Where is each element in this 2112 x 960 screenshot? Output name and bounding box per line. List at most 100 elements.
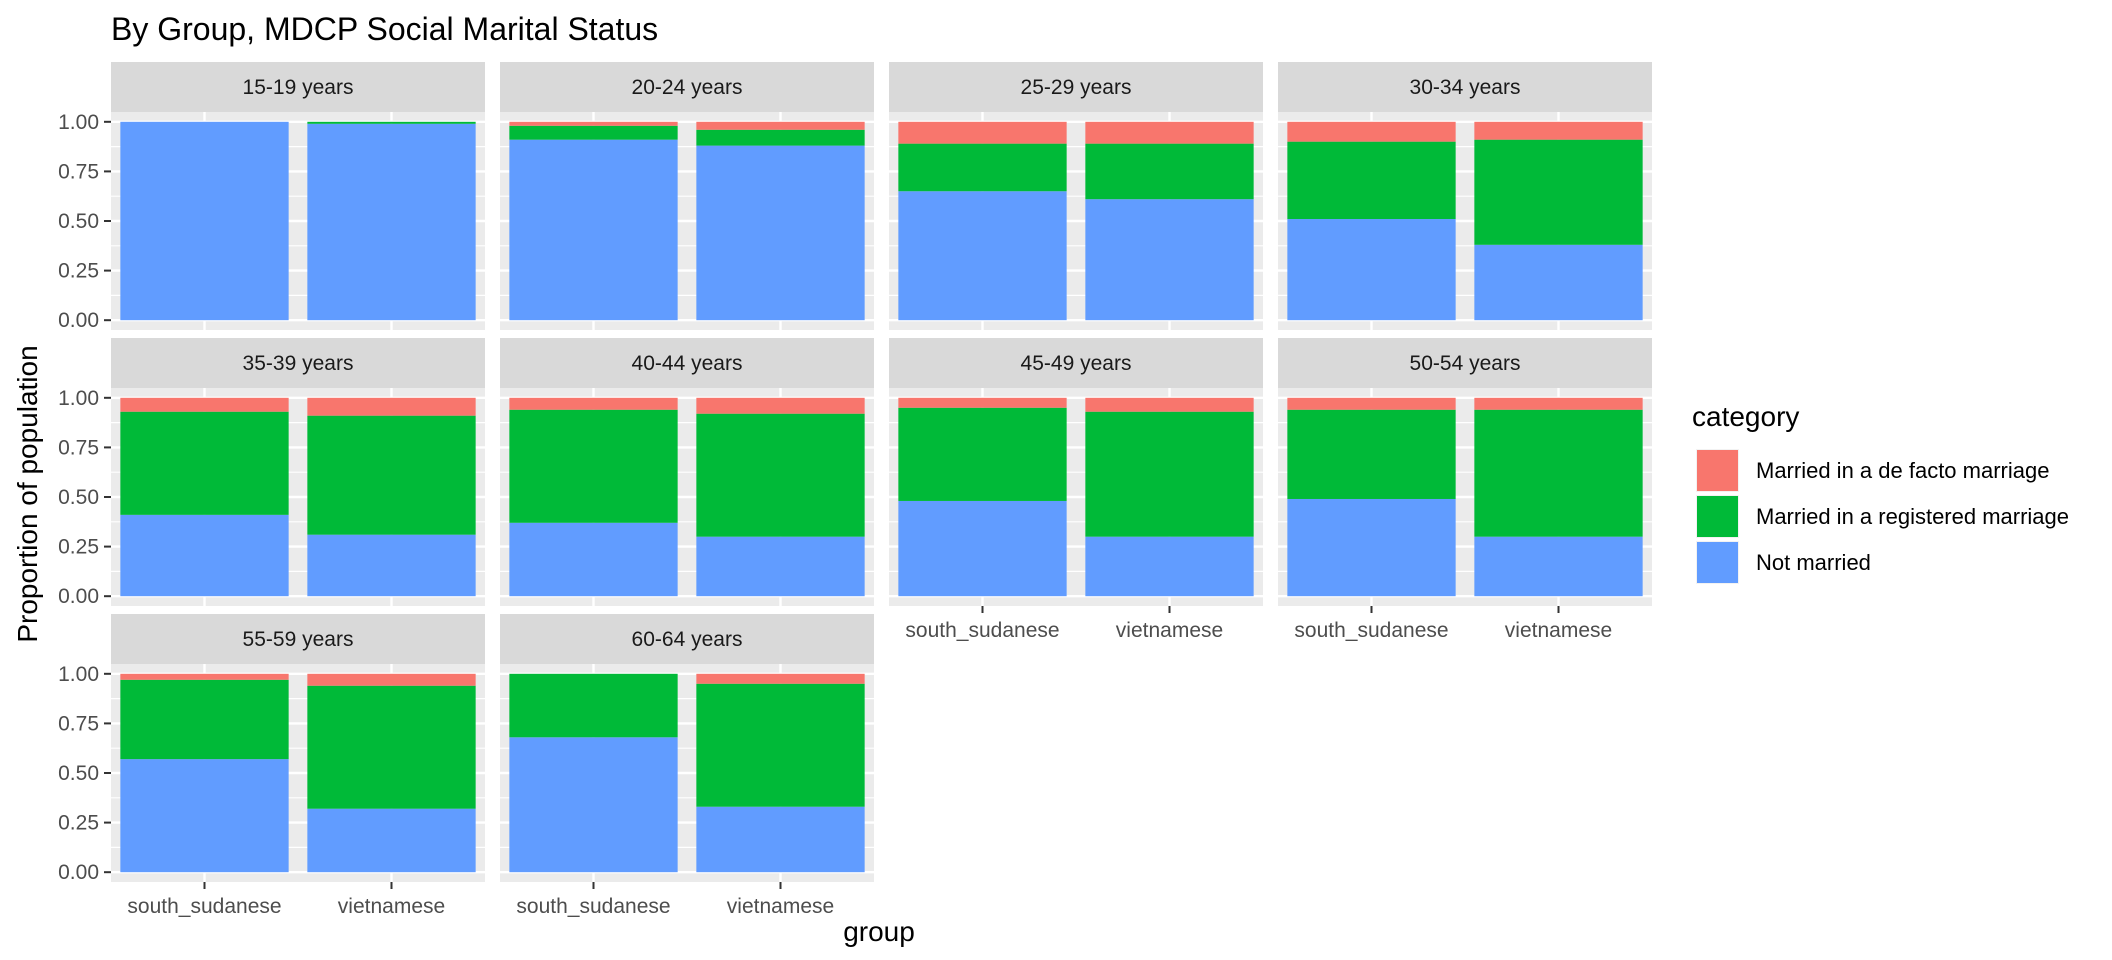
legend-label-married-in-a-registered-marriage: Married in a registered marriage [1756,504,2069,529]
bar-segment-married-in-a-registered-marriage-vietnamese [1085,143,1254,200]
facet-40-44-years: 40-44 years [500,338,874,606]
y-tick-label: 0.25 [58,260,99,283]
bar-segment-married-in-a-registered-marriage-vietnamese [1474,409,1643,537]
facet-strip-label: 45-49 years [1021,352,1132,375]
facet-15-19-years: 15-19 years 0.00 0.25 0.50 0.75 1.00 [58,62,485,332]
bar-segment-not-married-vietnamese [307,123,476,321]
bar-segment-married-in-a-de-facto-marriage-vietnamese [696,673,865,684]
facet-strip-label: 60-64 years [632,628,743,651]
y-tick-label: 0.25 [58,536,99,559]
facet-panels: 15-19 years 0.00 0.25 0.50 0.75 1.00 20-24 yea… [58,62,1652,918]
bar-segment-not-married-south-sudanese [120,121,289,321]
bar-segment-married-in-a-de-facto-marriage-south-sudanese [1287,397,1456,410]
facet-strip-label: 40-44 years [632,352,743,375]
bar-segment-married-in-a-de-facto-marriage-south-sudanese [1287,121,1456,142]
bar-segment-married-in-a-de-facto-marriage-south-sudanese [509,397,678,410]
bar-segment-married-in-a-registered-marriage-south-sudanese [120,679,289,760]
legend: category Married in a de facto marriage M… [1692,401,2069,584]
bar-segment-not-married-vietnamese [307,534,476,597]
y-tick-label: 0.00 [58,309,99,332]
x-tick-label: south_sudanese [905,619,1059,642]
x-tick-label: vietnamese [1116,619,1223,642]
y-tick-label: 0.50 [58,486,99,509]
bar-segment-married-in-a-registered-marriage-vietnamese [307,415,476,535]
legend-key-married-in-a-de-facto-marriage [1697,450,1738,491]
x-tick-label: south_sudanese [127,895,281,918]
bar-segment-married-in-a-de-facto-marriage-south-sudanese [120,397,289,412]
bar-segment-not-married-south-sudanese [898,500,1067,597]
facet-30-34-years: 30-34 years [1278,62,1652,330]
bar-segment-married-in-a-de-facto-marriage-vietnamese [1085,121,1254,144]
bar-segment-married-in-a-de-facto-marriage-south-sudanese [898,121,1067,144]
bar-segment-married-in-a-de-facto-marriage-vietnamese [1085,397,1254,412]
bar-segment-married-in-a-registered-marriage-vietnamese [696,683,865,807]
bar-segment-not-married-vietnamese [1085,536,1254,597]
facet-25-29-years: 25-29 years [889,62,1263,330]
y-tick-label: 1.00 [58,111,99,134]
facet-strip [1278,62,1652,112]
facet-strip [1278,338,1652,388]
bar-segment-married-in-a-registered-marriage-south-sudanese [509,125,678,140]
y-tick-label: 1.00 [58,387,99,410]
y-tick-label: 0.75 [58,160,99,183]
y-tick-label: 0.75 [58,436,99,459]
legend-title: category [1692,401,1799,432]
bar-segment-married-in-a-registered-marriage-vietnamese [696,129,865,146]
bar-segment-married-in-a-de-facto-marriage-vietnamese [696,397,865,414]
facet-20-24-years: 20-24 years [500,62,874,330]
y-tick-label: 0.75 [58,712,99,735]
y-axis-title: Proportion of population [12,345,43,642]
bar-segment-married-in-a-de-facto-marriage-vietnamese [307,397,476,416]
facet-55-59-years: 55-59 years south_sudanese vietnamese 0.00 0… [58,614,485,918]
y-tick-label: 0.50 [58,762,99,785]
facet-strip-label: 35-39 years [243,352,354,375]
bar-segment-married-in-a-de-facto-marriage-vietnamese [1474,121,1643,140]
bar-segment-married-in-a-registered-marriage-vietnamese [696,413,865,537]
bar-segment-not-married-south-sudanese [1287,219,1456,321]
bar-segment-not-married-south-sudanese [120,759,289,873]
bar-segment-not-married-vietnamese [696,806,865,873]
x-axis-title: group [843,916,915,947]
facet-strip-label: 15-19 years [243,76,354,99]
bar-segment-married-in-a-registered-marriage-vietnamese [1085,411,1254,537]
x-tick-label: vietnamese [338,895,445,918]
bar-segment-not-married-south-sudanese [509,737,678,873]
facet-strip-label: 30-34 years [1410,76,1521,99]
bar-segment-not-married-vietnamese [1474,244,1643,321]
legend-label-married-in-a-de-facto-marriage: Married in a de facto marriage [1756,458,2049,483]
facet-strip [500,62,874,112]
bar-segment-married-in-a-registered-marriage-south-sudanese [898,143,1067,192]
facet-strip-label: 50-54 years [1410,352,1521,375]
bar-segment-married-in-a-de-facto-marriage-vietnamese [1474,397,1643,410]
y-tick-label: 0.50 [58,210,99,233]
facet-strip-label: 25-29 years [1021,76,1132,99]
y-tick-label: 1.00 [58,663,99,686]
bar-segment-not-married-south-sudanese [509,522,678,597]
facet-strip [500,338,874,388]
bar-segment-married-in-a-registered-marriage-south-sudanese [1287,409,1456,499]
legend-key-not-married [1697,542,1738,583]
facet-60-64-years: 60-64 years south_sudanese vietnamese [500,614,874,918]
facet-strip [500,614,874,664]
bar-segment-not-married-vietnamese [1474,536,1643,597]
x-tick-label: south_sudanese [1294,619,1448,642]
legend-key-married-in-a-registered-marriage [1697,496,1738,537]
bar-segment-not-married-south-sudanese [1287,498,1456,597]
bar-segment-not-married-vietnamese [696,536,865,597]
bar-segment-married-in-a-registered-marriage-vietnamese [307,121,476,124]
bar-segment-married-in-a-registered-marriage-south-sudanese [898,407,1067,501]
facet-strip [889,62,1263,112]
facet-strip [111,614,485,664]
bar-segment-married-in-a-registered-marriage-south-sudanese [1287,141,1456,220]
facet-strip [889,338,1263,388]
bar-segment-married-in-a-de-facto-marriage-south-sudanese [898,397,1067,408]
bar-segment-married-in-a-registered-marriage-south-sudanese [509,673,678,738]
bar-segment-not-married-vietnamese [696,145,865,321]
bar-segment-not-married-south-sudanese [120,514,289,597]
bar-segment-married-in-a-de-facto-marriage-vietnamese [307,673,476,686]
bar-segment-married-in-a-de-facto-marriage-vietnamese [696,121,865,130]
facet-strip-label: 20-24 years [632,76,743,99]
facet-strip [111,338,485,388]
bar-segment-not-married-south-sudanese [898,191,1067,321]
